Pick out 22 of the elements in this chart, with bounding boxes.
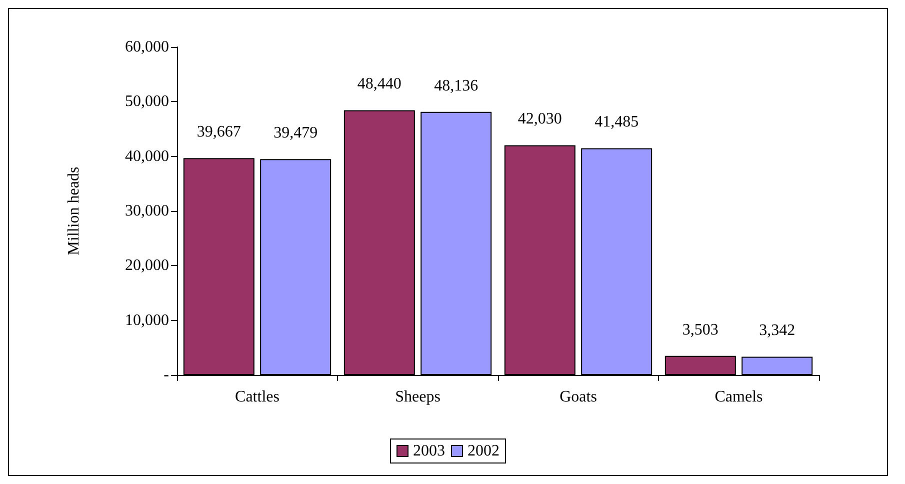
- y-axis-title: Million heads: [66, 166, 82, 256]
- data-label: 48,136: [434, 77, 478, 94]
- data-label: 41,485: [594, 114, 639, 131]
- data-label: 3,503: [682, 321, 718, 338]
- x-tick-label: Camels: [714, 388, 763, 406]
- y-tick-label: 50,000: [125, 93, 169, 110]
- y-tick-label: 20,000: [125, 257, 169, 274]
- x-tick-label: Goats: [560, 388, 597, 406]
- data-label: 3,342: [759, 322, 796, 340]
- data-label: 39,667: [196, 124, 241, 141]
- x-tick-label: Sheeps: [395, 388, 440, 406]
- legend-label: 2003: [413, 442, 445, 460]
- data-label: 48,440: [357, 76, 402, 93]
- y-tick-label: 30,000: [125, 202, 169, 220]
- x-tick-label: Cattles: [235, 388, 280, 406]
- y-tick-label: 60,000: [125, 38, 169, 56]
- data-label: 42,030: [518, 110, 562, 128]
- legend-label: 2002: [468, 442, 500, 460]
- data-label: 39,479: [274, 124, 318, 142]
- y-tick-label: -: [164, 366, 169, 384]
- y-tick-label: 40,000: [125, 148, 169, 165]
- y-tick-label: 10,000: [125, 312, 169, 329]
